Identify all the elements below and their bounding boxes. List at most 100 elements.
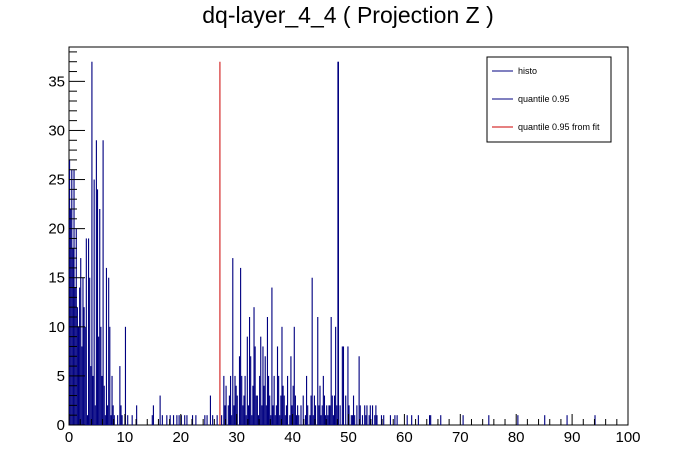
histogram-bar xyxy=(101,375,103,425)
x-tick-label: 10 xyxy=(117,429,134,446)
y-tick-label: 15 xyxy=(48,270,65,287)
histogram-bar xyxy=(278,375,280,425)
histogram-bar xyxy=(244,375,246,425)
histogram-bar xyxy=(94,405,96,425)
histogram-bar xyxy=(430,415,432,425)
histogram-bar xyxy=(276,346,279,425)
histogram-bar xyxy=(337,61,339,425)
histogram-bar xyxy=(69,159,71,425)
y-tick-label: 25 xyxy=(48,172,65,189)
histogram-bar xyxy=(336,405,338,425)
histogram-bar xyxy=(366,405,368,425)
histogram-bar xyxy=(84,326,86,425)
histogram-bar xyxy=(242,405,244,425)
histogram-bar xyxy=(228,395,230,425)
histogram-bar xyxy=(376,415,378,425)
histogram-bar xyxy=(223,375,225,425)
histogram-bar xyxy=(327,415,329,425)
histogram-bar xyxy=(365,415,367,425)
histogram-bar xyxy=(253,307,255,425)
histogram-bar xyxy=(127,415,129,425)
histogram-bar xyxy=(406,415,408,425)
histogram-bar xyxy=(314,405,317,425)
histogram-bar xyxy=(274,415,276,425)
histogram-bar xyxy=(351,415,353,425)
histogram-bar xyxy=(100,326,102,425)
legend: histo quantile 0.95 quantile 0.95 from fit xyxy=(486,56,612,143)
histogram-bar xyxy=(191,415,194,425)
histogram-bar xyxy=(136,405,138,425)
histogram-bar xyxy=(294,395,296,425)
histogram-bar xyxy=(85,238,87,425)
histogram-bar xyxy=(176,415,178,425)
histogram-bar xyxy=(311,277,313,425)
histogram-bar xyxy=(110,415,112,425)
histogram-bar xyxy=(287,375,289,425)
histogram-bar xyxy=(289,415,291,425)
histogram-bar xyxy=(195,415,197,425)
histogram-bar xyxy=(98,336,100,425)
histogram-bar xyxy=(345,395,347,425)
histogram-bar xyxy=(102,140,104,425)
histogram-bar xyxy=(186,415,188,425)
histogram-bar xyxy=(92,375,94,425)
histogram-bar xyxy=(117,415,119,425)
histogram-bar xyxy=(232,258,234,425)
x-tick-label: 70 xyxy=(452,429,469,446)
histogram-bar xyxy=(88,238,90,425)
histogram-bar xyxy=(417,415,419,425)
y-axis: 0 5 10 15 20 25 30 35 xyxy=(48,51,85,434)
histogram-bar xyxy=(389,415,391,425)
histogram-bar xyxy=(411,415,413,425)
histogram-bar xyxy=(281,326,283,425)
histogram-bar xyxy=(172,415,175,425)
histogram-bar xyxy=(245,415,247,425)
histogram-bar xyxy=(358,356,360,425)
histogram-bar xyxy=(90,366,92,425)
histogram-bar xyxy=(566,415,568,425)
histogram-bar xyxy=(342,346,345,425)
histogram-bar xyxy=(594,415,596,425)
histogram-bar xyxy=(247,405,249,425)
x-tick-label: 40 xyxy=(284,429,301,446)
histogram-bar xyxy=(246,336,248,425)
x-tick-label: 80 xyxy=(508,429,525,446)
x-axis: 0 10 20 30 40 50 60 70 80 90 100 xyxy=(65,414,641,446)
histogram-bar xyxy=(99,209,101,425)
histogram-bar xyxy=(91,61,93,425)
histogram-bar xyxy=(369,405,371,425)
histogram-bar xyxy=(256,395,258,425)
histogram-bar xyxy=(462,415,464,425)
histogram-bar xyxy=(291,405,293,425)
x-tick-label: 100 xyxy=(615,429,640,446)
histogram-bar xyxy=(380,415,383,425)
histogram-bar xyxy=(368,415,370,425)
histogram-bar xyxy=(265,405,267,425)
histogram-bar xyxy=(120,405,122,425)
histogram-bar xyxy=(322,375,324,425)
histogram-bar xyxy=(339,405,341,425)
histogram-bar xyxy=(224,405,226,425)
histogram-bar xyxy=(302,395,304,425)
histogram-bar xyxy=(82,277,84,425)
histogram-bar xyxy=(328,405,330,425)
histogram-bar xyxy=(216,415,218,425)
x-tick-label: 0 xyxy=(65,429,73,446)
legend-label: quantile 0.95 from fit xyxy=(518,122,600,132)
histogram-bar xyxy=(252,385,254,425)
histogram-bar xyxy=(108,277,110,425)
histogram-bar xyxy=(93,179,95,425)
histogram-bar xyxy=(269,395,271,425)
histogram-bar xyxy=(241,375,243,425)
histogram-bar xyxy=(544,415,546,425)
histogram-bar xyxy=(112,405,114,425)
histogram-bar xyxy=(318,405,320,425)
histogram-bar xyxy=(109,326,111,425)
histogram-bar xyxy=(259,375,261,425)
histogram-bar xyxy=(282,385,284,425)
histogram-bar xyxy=(166,415,168,425)
histogram-bar xyxy=(284,415,286,425)
histogram-bar xyxy=(300,405,302,425)
histogram-bar xyxy=(264,356,266,425)
